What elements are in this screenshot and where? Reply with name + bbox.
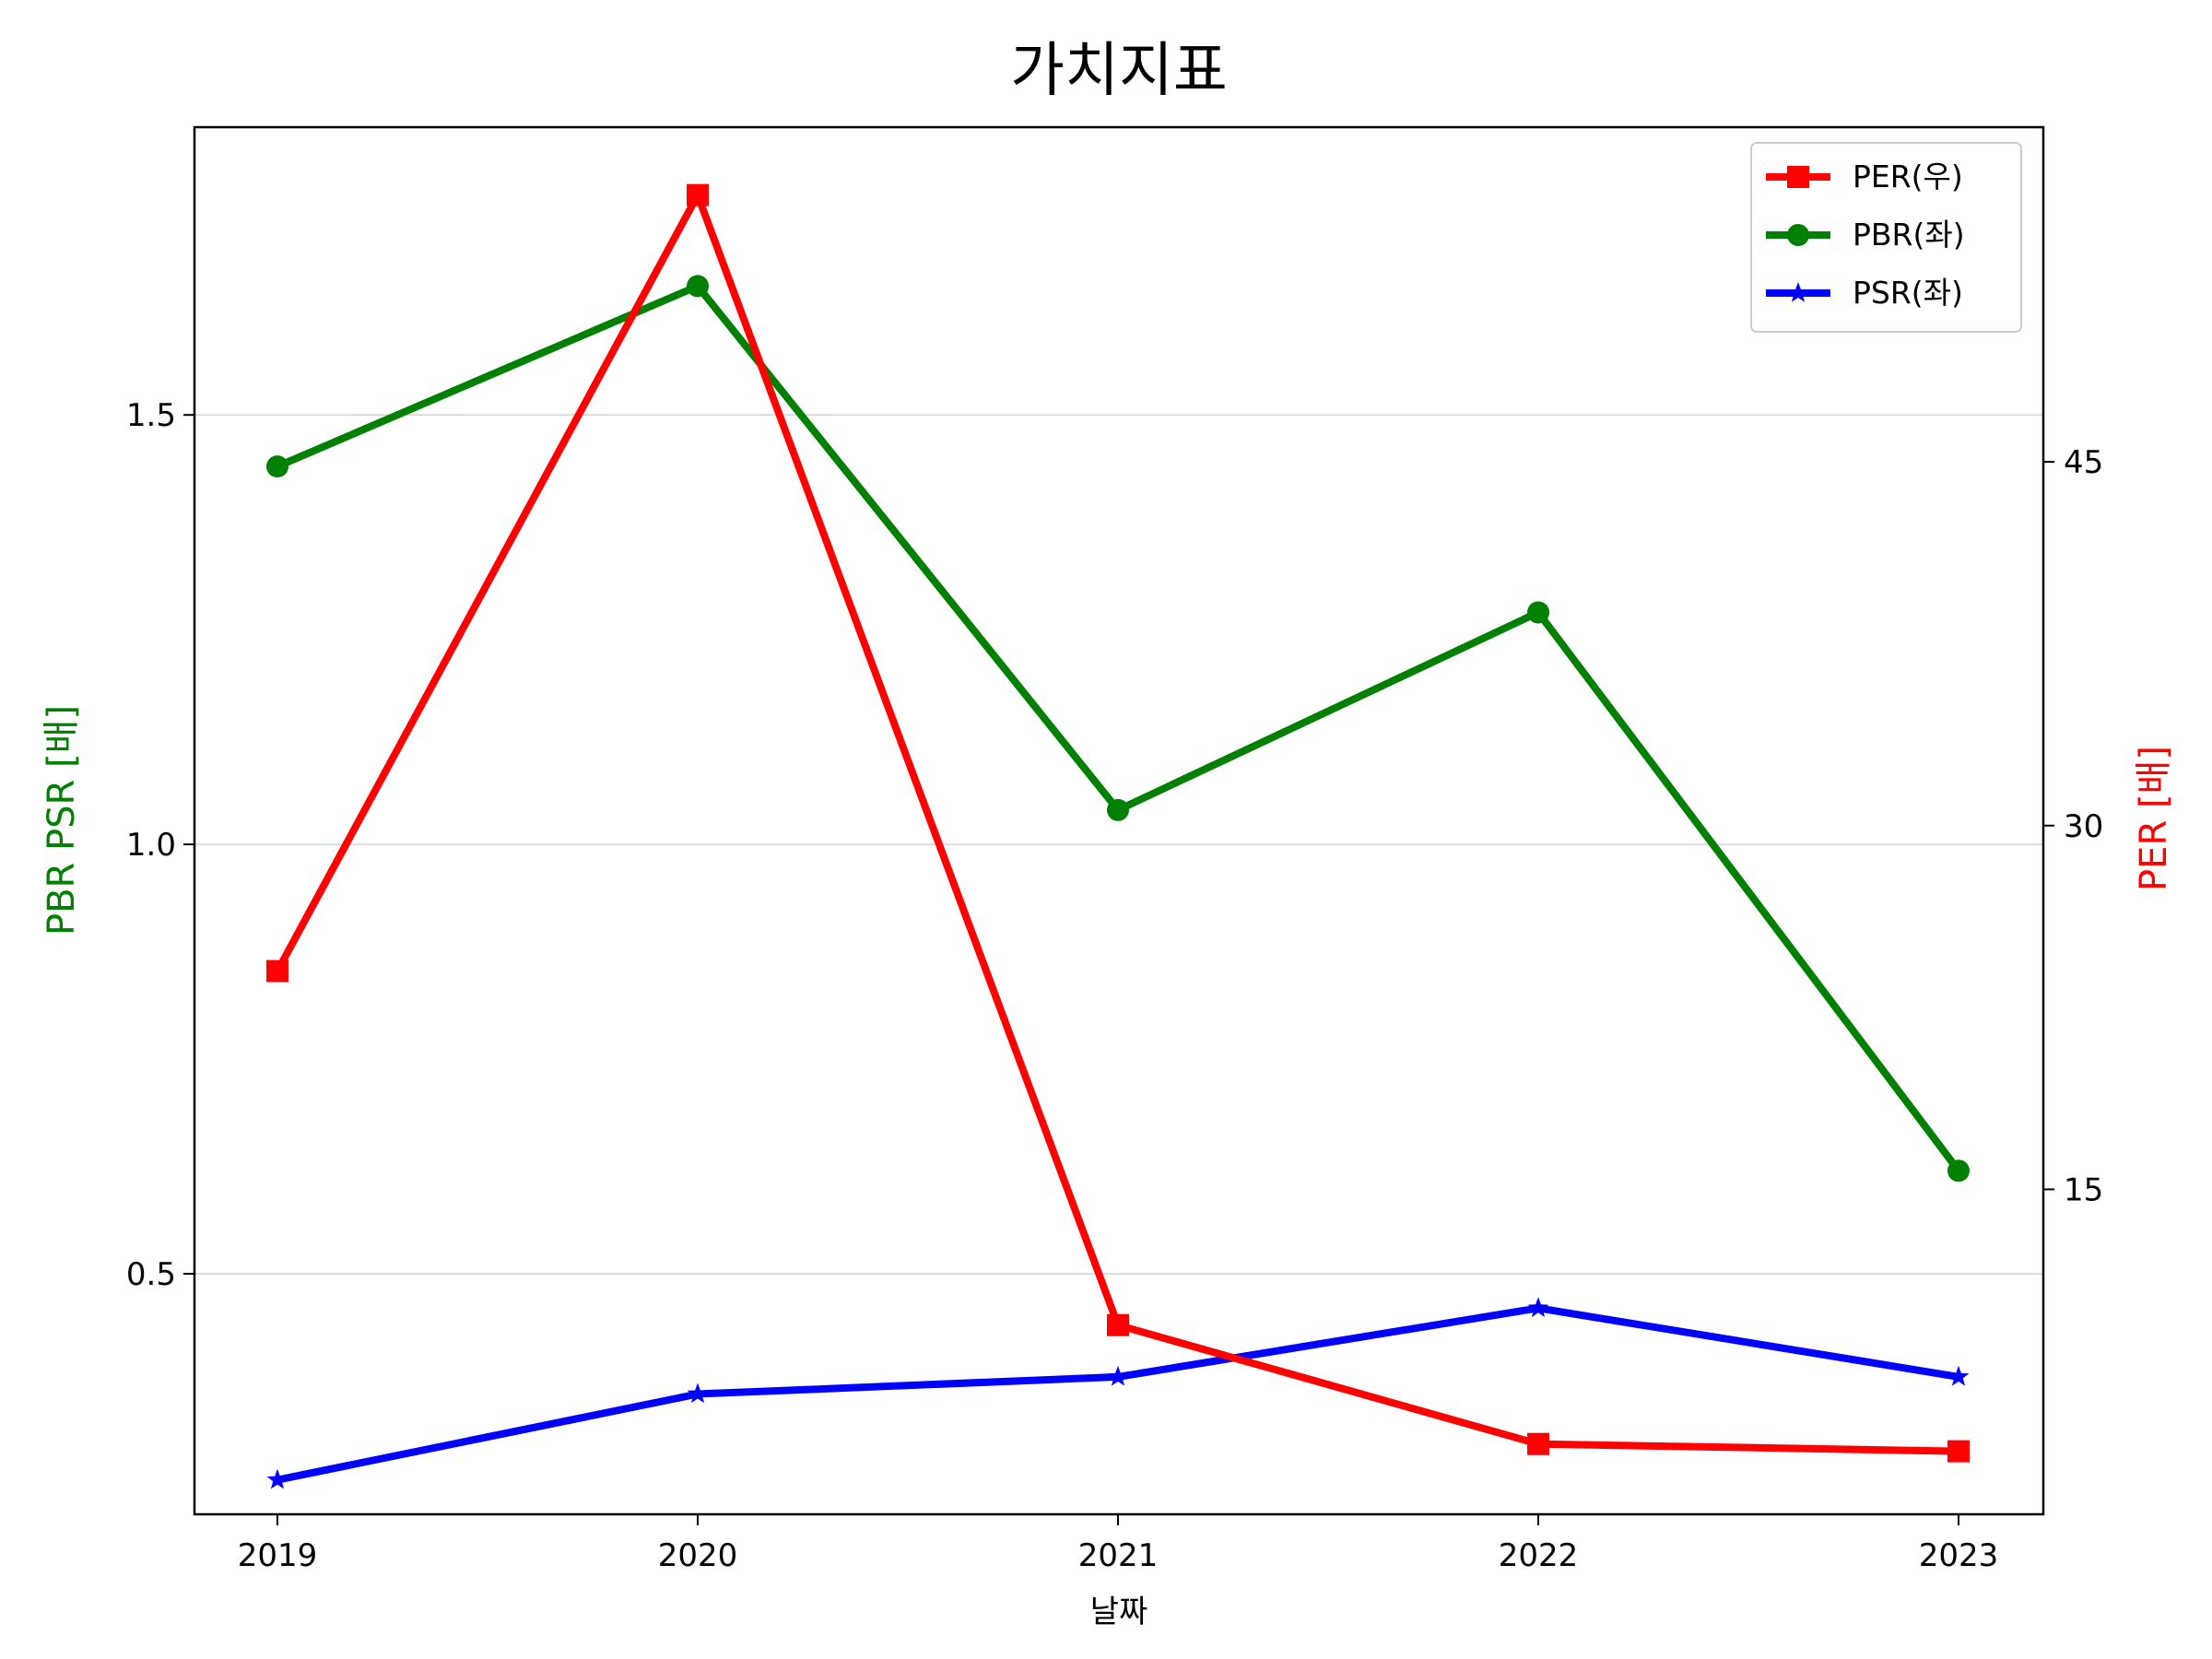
legend-item-pbr: PBR(좌)	[1766, 217, 1965, 253]
left-tick-label: 1.0	[126, 827, 176, 864]
pbr-point	[266, 455, 288, 478]
legend-item-per: PER(우)	[1766, 159, 1963, 194]
left-y-axis: 0.5 1.0 1.5	[126, 397, 194, 1293]
pbr-point	[687, 275, 709, 298]
pbr-point	[1947, 1159, 1970, 1182]
right-tick-label: 30	[2064, 808, 2103, 845]
per-point	[1947, 1440, 1970, 1463]
psr-series	[266, 1297, 1970, 1489]
legend-label-per: PER(우)	[1853, 159, 1963, 194]
psr-point	[1107, 1365, 1129, 1386]
x-tick-label: 2021	[1078, 1537, 1159, 1574]
right-y-axis: 15 30 45	[2043, 444, 2103, 1208]
legend-items: PER(우) PBR(좌) PSR(좌)	[1766, 159, 1965, 311]
x-tick-label: 2020	[658, 1537, 738, 1574]
legend-label-psr: PSR(좌)	[1853, 275, 1963, 311]
x-axis: 2019 2020 2021 2022 2023	[238, 1514, 1999, 1574]
chart-title: 가치지표	[1010, 37, 1228, 105]
pbr-series	[266, 275, 1970, 1182]
legend-marker-psr	[1787, 282, 1809, 302]
pbr-point	[1107, 798, 1129, 821]
legend-box	[1750, 142, 2022, 333]
left-axis-label: PBR PSR [배]	[41, 705, 83, 935]
x-tick-label: 2019	[238, 1537, 318, 1574]
legend-marker-per	[1787, 166, 1809, 188]
per-point	[1527, 1432, 1549, 1455]
legend-label-pbr: PBR(좌)	[1853, 217, 1965, 253]
per-point	[1107, 1313, 1129, 1336]
pbr-point	[1527, 601, 1549, 624]
left-tick-label: 0.5	[126, 1256, 176, 1293]
legend: PER(우) PBR(좌) PSR(좌)	[1750, 142, 2022, 333]
per-series	[266, 183, 1970, 1463]
series-layer	[266, 183, 1970, 1489]
x-tick-label: 2023	[1919, 1537, 1999, 1574]
x-tick-label: 2022	[1499, 1537, 1579, 1574]
legend-item-psr: PSR(좌)	[1766, 275, 1963, 311]
psr-point	[1947, 1365, 1970, 1386]
x-axis-label: 날짜	[1090, 1594, 1148, 1630]
per-point	[687, 183, 709, 206]
psr-point	[687, 1382, 709, 1404]
per-point	[266, 959, 288, 982]
grid-lines	[194, 414, 2043, 1275]
legend-marker-pbr	[1787, 224, 1809, 246]
right-tick-label: 15	[2064, 1171, 2103, 1208]
psr-point	[1527, 1297, 1549, 1318]
left-tick-label: 1.5	[126, 397, 176, 434]
psr-point	[266, 1468, 288, 1489]
right-axis-label: PER [배]	[2133, 746, 2175, 891]
right-tick-label: 45	[2064, 444, 2103, 481]
